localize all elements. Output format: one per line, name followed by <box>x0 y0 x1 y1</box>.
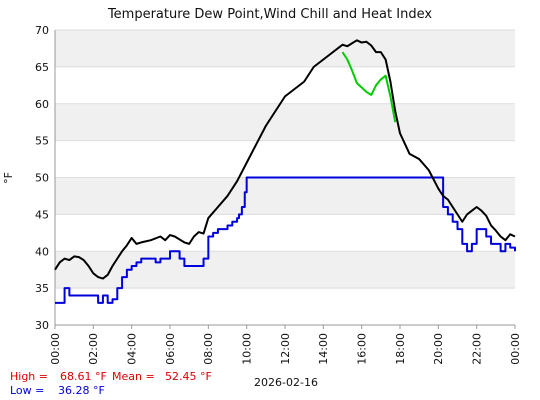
high-value: 68.61 °F <box>60 370 107 383</box>
series-line-heat_index <box>341 51 397 123</box>
y-tick-label: 70 <box>35 24 49 37</box>
x-tick-label: 12:00 <box>279 333 292 365</box>
y-tick-label: 65 <box>35 61 49 74</box>
x-tick-label: 00:00 <box>509 333 522 365</box>
y-tick-label: 35 <box>35 282 49 295</box>
x-tick-label: 02:00 <box>87 333 100 365</box>
x-tick-label: 10:00 <box>241 333 254 365</box>
plot-bands <box>55 30 515 289</box>
y-tick-label: 55 <box>35 135 49 148</box>
mean-value: 52.45 °F <box>165 370 212 383</box>
y-axis-ticks: 30 35 40 45 50 55 60 65 70 <box>35 24 49 332</box>
x-tick-label: 00:00 <box>49 333 62 365</box>
series-lines <box>54 39 516 304</box>
y-axis-label: °F <box>2 172 15 184</box>
x-tick-label: 20:00 <box>432 333 445 365</box>
gray-band <box>55 251 515 289</box>
x-tick-label: 08:00 <box>202 333 215 365</box>
series-line-temperature <box>54 39 516 280</box>
x-tick-label: 18:00 <box>394 333 407 365</box>
gray-band <box>55 103 515 141</box>
y-tick-label: 50 <box>35 172 49 185</box>
chart-title: Temperature Dew Point,Wind Chill and Hea… <box>107 7 432 22</box>
x-tick-label: 14:00 <box>317 333 330 365</box>
mean-label: Mean = <box>112 370 155 383</box>
y-tick-label: 60 <box>35 98 49 111</box>
x-axis-date-label: 2026-02-16 <box>254 376 318 389</box>
x-tick-label: 16:00 <box>356 333 369 365</box>
series-line-low_series <box>55 176 516 304</box>
y-tick-label: 40 <box>35 245 49 258</box>
y-tick-label: 45 <box>35 208 49 221</box>
high-label: High = <box>10 370 48 383</box>
x-tick-label: 22:00 <box>471 333 484 365</box>
x-axis-ticks: 00:00 02:00 04:00 06:00 08:00 10:00 12:00 14:00… <box>49 325 522 365</box>
x-tick-label: 06:00 <box>164 333 177 365</box>
gray-band <box>55 30 515 67</box>
low-label: Low = <box>10 384 44 397</box>
x-tick-label: 04:00 <box>126 333 139 365</box>
low-value: 36.28 °F <box>58 384 105 397</box>
gray-band <box>55 177 515 215</box>
y-tick-label: 30 <box>35 319 49 332</box>
